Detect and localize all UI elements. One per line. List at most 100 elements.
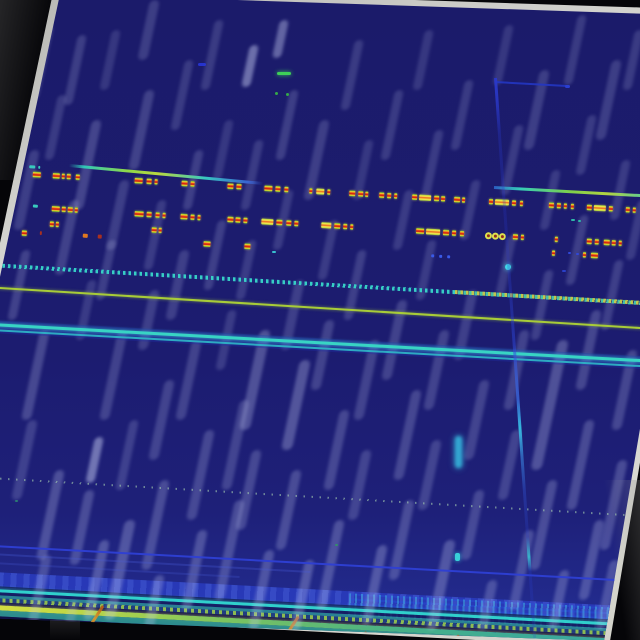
burst-dash bbox=[387, 192, 392, 199]
burst-dash bbox=[284, 186, 289, 193]
light-streak bbox=[322, 410, 350, 490]
burst-dash bbox=[603, 239, 610, 246]
burst-dash bbox=[442, 229, 450, 236]
burst-dash bbox=[586, 238, 592, 245]
signal-speck bbox=[286, 93, 289, 96]
burst-dash bbox=[611, 239, 616, 246]
light-streak bbox=[575, 115, 597, 175]
burst-dash bbox=[520, 234, 525, 241]
light-streak bbox=[462, 380, 490, 460]
burst-dash bbox=[618, 240, 622, 247]
burst-dash bbox=[459, 230, 465, 237]
signal-speck bbox=[578, 220, 581, 222]
burst-dash bbox=[286, 219, 292, 227]
light-streak bbox=[115, 420, 139, 490]
burst-dash bbox=[309, 187, 313, 195]
signal-speck bbox=[277, 72, 291, 75]
light-streak bbox=[530, 270, 554, 340]
light-streak bbox=[200, 20, 224, 90]
light-streak bbox=[7, 250, 32, 320]
burst-dash bbox=[75, 174, 80, 181]
burst-dash bbox=[453, 196, 461, 203]
light-streak bbox=[98, 330, 128, 420]
burst-dash bbox=[593, 204, 606, 212]
burst-dash bbox=[158, 227, 162, 234]
signal-speck bbox=[335, 544, 338, 546]
light-streak bbox=[577, 520, 605, 600]
light-streak bbox=[622, 30, 640, 90]
burst-dash bbox=[74, 207, 78, 214]
light-streak bbox=[85, 437, 104, 483]
burst-dash bbox=[162, 212, 166, 219]
light-streak bbox=[137, 0, 160, 60]
burst-dash bbox=[321, 222, 332, 229]
burst-dash bbox=[431, 254, 435, 257]
burst-dash bbox=[264, 185, 273, 192]
burst-dash bbox=[146, 178, 152, 185]
burst-dash bbox=[425, 228, 441, 236]
signal-speck bbox=[15, 500, 18, 502]
light-streak bbox=[280, 360, 311, 450]
burst-dash bbox=[447, 255, 451, 258]
light-streak bbox=[380, 90, 404, 160]
burst-dash bbox=[440, 195, 446, 202]
burst-dash bbox=[61, 206, 66, 213]
light-streak bbox=[212, 120, 234, 180]
corner-shade-bottomleft bbox=[50, 620, 80, 640]
burst-dash bbox=[21, 230, 27, 237]
burst-dash bbox=[548, 202, 555, 209]
burst-dash bbox=[608, 205, 613, 212]
light-streak bbox=[69, 490, 95, 565]
signal-speck bbox=[272, 251, 276, 253]
signal-speck bbox=[562, 270, 566, 272]
burst-dash bbox=[51, 205, 60, 213]
light-streak bbox=[165, 250, 190, 320]
light-streak bbox=[460, 490, 485, 560]
burst-dash bbox=[556, 202, 562, 209]
burst-dash bbox=[190, 180, 195, 188]
light-streak bbox=[147, 380, 175, 460]
burst-dash bbox=[512, 233, 519, 241]
burst-dash bbox=[349, 190, 356, 197]
burst-dash bbox=[55, 221, 59, 228]
burst-dash bbox=[365, 191, 369, 198]
burst-dash bbox=[49, 221, 54, 228]
burst-dash bbox=[203, 240, 211, 248]
burst-dash bbox=[488, 198, 494, 205]
burst-dash bbox=[261, 218, 274, 226]
burst-dash bbox=[61, 173, 65, 180]
light-streak bbox=[185, 430, 215, 520]
light-streak bbox=[420, 130, 444, 200]
burst-dash bbox=[586, 204, 593, 211]
light-streak bbox=[35, 470, 65, 560]
light-streak bbox=[574, 310, 602, 390]
light-streak bbox=[412, 30, 434, 90]
signal-speck bbox=[571, 219, 575, 221]
burst-dash bbox=[343, 223, 348, 230]
burst-dash bbox=[358, 190, 364, 198]
burst-dash bbox=[235, 216, 241, 224]
burst-dash bbox=[197, 214, 201, 221]
signal-speck bbox=[198, 63, 206, 66]
burst-dash bbox=[32, 171, 41, 178]
light-streak bbox=[275, 90, 299, 160]
light-streak bbox=[20, 330, 50, 420]
burst-dash bbox=[411, 193, 418, 201]
burst-dash bbox=[439, 254, 443, 258]
burst-dash bbox=[327, 188, 331, 196]
light-streak bbox=[594, 60, 622, 140]
burst-dash bbox=[243, 217, 248, 224]
burst-dash bbox=[316, 188, 325, 195]
burst-dash bbox=[32, 204, 38, 208]
burst-dash bbox=[594, 238, 599, 245]
burst-dash bbox=[590, 252, 599, 259]
burst-dash bbox=[393, 192, 398, 200]
light-streak bbox=[234, 450, 262, 530]
signal-speck bbox=[576, 253, 579, 255]
burst-dash bbox=[154, 178, 158, 185]
light-streak bbox=[63, 35, 87, 105]
signal-speck bbox=[568, 252, 571, 254]
burst-dash bbox=[29, 165, 36, 169]
burst-dash bbox=[82, 233, 88, 238]
